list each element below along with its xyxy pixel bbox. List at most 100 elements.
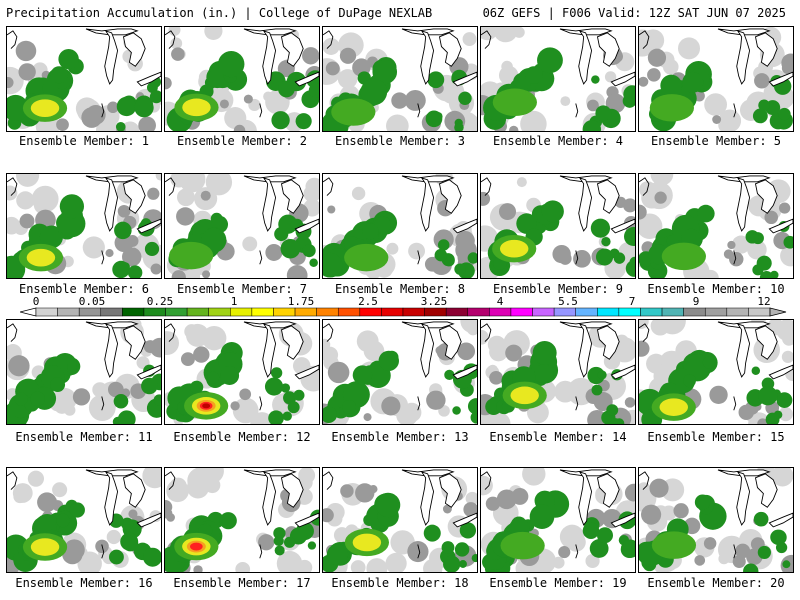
member-map-panel <box>480 173 636 279</box>
colorbar-swatch <box>165 307 188 317</box>
ensemble-member-label: Ensemble Member: 12 <box>173 430 311 444</box>
precip-field <box>165 27 319 131</box>
ensemble-member-label: Ensemble Member: 1 <box>18 134 150 148</box>
ensemble-member-label: Ensemble Member: 9 <box>492 282 624 296</box>
member-map-panel <box>322 467 478 573</box>
member-map-panel <box>164 467 320 573</box>
colorbar-tick-label: 3.25 <box>421 296 448 308</box>
colorbar-swatch <box>186 307 209 317</box>
ensemble-member-label: Ensemble Member: 16 <box>15 576 153 590</box>
ensemble-member-label: Ensemble Member: 3 <box>334 134 466 148</box>
colorbar-swatch <box>273 307 296 317</box>
precip-field <box>323 320 477 424</box>
precip-field <box>165 321 319 424</box>
colorbar-swatch <box>208 307 231 317</box>
colorbar-swatch <box>532 307 555 317</box>
colorbar-swatch <box>510 307 533 317</box>
colorbar-swatch <box>78 307 102 317</box>
member-map-panel <box>638 26 794 132</box>
colorbar-tick-label: 2.5 <box>358 296 378 308</box>
colorbar-swatch <box>381 307 404 317</box>
colorbar-swatch <box>489 307 512 317</box>
precip-field <box>639 27 793 131</box>
precip-field <box>481 175 635 278</box>
colorbar-swatch <box>640 307 663 317</box>
colorbar-tick-label: 0.25 <box>147 296 174 308</box>
precip-field <box>323 28 477 131</box>
member-map-panel <box>164 26 320 132</box>
precip-field <box>481 321 635 424</box>
colorbar-tick-label: 12 <box>757 296 770 308</box>
member-map-panel <box>480 467 636 573</box>
ensemble-member-label: Ensemble Member: 2 <box>176 134 308 148</box>
colorbar-swatch <box>575 307 598 317</box>
colorbar-swatch <box>553 307 576 317</box>
colorbar-swatch <box>661 307 684 317</box>
ensemble-member-label: Ensemble Member: 11 <box>15 430 153 444</box>
chart-title: Precipitation Accumulation (in.) | Colle… <box>6 6 433 20</box>
colorbar-swatch <box>618 307 641 317</box>
precip-field <box>481 468 635 572</box>
ensemble-member-label: Ensemble Member: 17 <box>173 576 311 590</box>
colorbar-swatch <box>100 307 123 317</box>
precip-field <box>165 468 319 572</box>
precip-field <box>639 320 793 424</box>
colorbar-tick-label: 0 <box>33 296 40 308</box>
colorbar-swatch <box>122 307 145 317</box>
member-map-panel <box>480 26 636 132</box>
ensemble-member-label: Ensemble Member: 10 <box>647 282 785 296</box>
colorbar-tick-label: 7 <box>629 296 636 308</box>
colorbar-tick-label: 5.5 <box>558 296 578 308</box>
color-scale-bar: 0 0.05 0.25 1 1.75 2.5 3.25 4 5.5 7 9 12 <box>20 296 787 317</box>
precip-field <box>323 469 477 572</box>
precip-field <box>639 174 793 278</box>
colorbar-swatch <box>445 307 469 317</box>
colorbar-tick-label: 1.75 <box>288 296 315 308</box>
member-map-panel <box>480 319 636 425</box>
precip-field <box>7 468 161 572</box>
precip-field <box>165 174 319 278</box>
colorbar-tick-label: 1 <box>231 296 238 308</box>
member-map-panel <box>322 26 478 132</box>
colorbar-swatch <box>35 307 58 317</box>
colorbar-swatch <box>57 307 80 317</box>
colorbar-swatch <box>251 307 274 317</box>
precip-field <box>639 468 793 572</box>
colorbar-swatch <box>316 307 339 317</box>
ensemble-member-label: Ensemble Member: 5 <box>650 134 782 148</box>
colorbar-tick-label: 9 <box>693 296 700 308</box>
precip-field <box>7 320 161 424</box>
colorbar-swatch <box>424 307 447 317</box>
member-map-panel <box>322 173 478 279</box>
colorbar-swatch <box>748 307 771 317</box>
colorbar-swatch <box>467 307 490 317</box>
model-valid-time: 06Z GEFS | F006 Valid: 12Z SAT JUN 07 20… <box>482 6 786 20</box>
member-map-panel <box>638 173 794 279</box>
ensemble-member-label: Ensemble Member: 19 <box>489 576 627 590</box>
member-map-panel <box>6 173 162 279</box>
precip-field <box>481 27 635 131</box>
colorbar-arrow-right <box>769 307 787 317</box>
colorbar-swatch <box>230 307 253 317</box>
colorbar-tick-label: 0.05 <box>79 296 106 308</box>
colorbar-swatch <box>597 307 620 317</box>
member-map-panel <box>164 173 320 279</box>
colorbar-swatch <box>294 307 317 317</box>
member-map-panel <box>164 319 320 425</box>
ensemble-member-label: Ensemble Member: 13 <box>331 430 469 444</box>
member-map-panel <box>638 319 794 425</box>
ensemble-member-label: Ensemble Member: 6 <box>18 282 150 296</box>
ensemble-member-label: Ensemble Member: 15 <box>647 430 785 444</box>
ensemble-member-label: Ensemble Member: 7 <box>176 282 308 296</box>
colorbar-swatch <box>402 307 425 317</box>
ensemble-member-label: Ensemble Member: 4 <box>492 134 624 148</box>
colorbar-tick-label: 4 <box>497 296 504 308</box>
colorbar-swatch <box>704 307 728 317</box>
ensemble-member-label: Ensemble Member: 8 <box>334 282 466 296</box>
colorbar-swatch <box>726 307 749 317</box>
ensemble-member-label: Ensemble Member: 14 <box>489 430 627 444</box>
member-map-panel <box>6 319 162 425</box>
member-map-panel <box>322 319 478 425</box>
ensemble-member-label: Ensemble Member: 18 <box>331 576 469 590</box>
colorbar-arrow-left <box>20 307 37 317</box>
